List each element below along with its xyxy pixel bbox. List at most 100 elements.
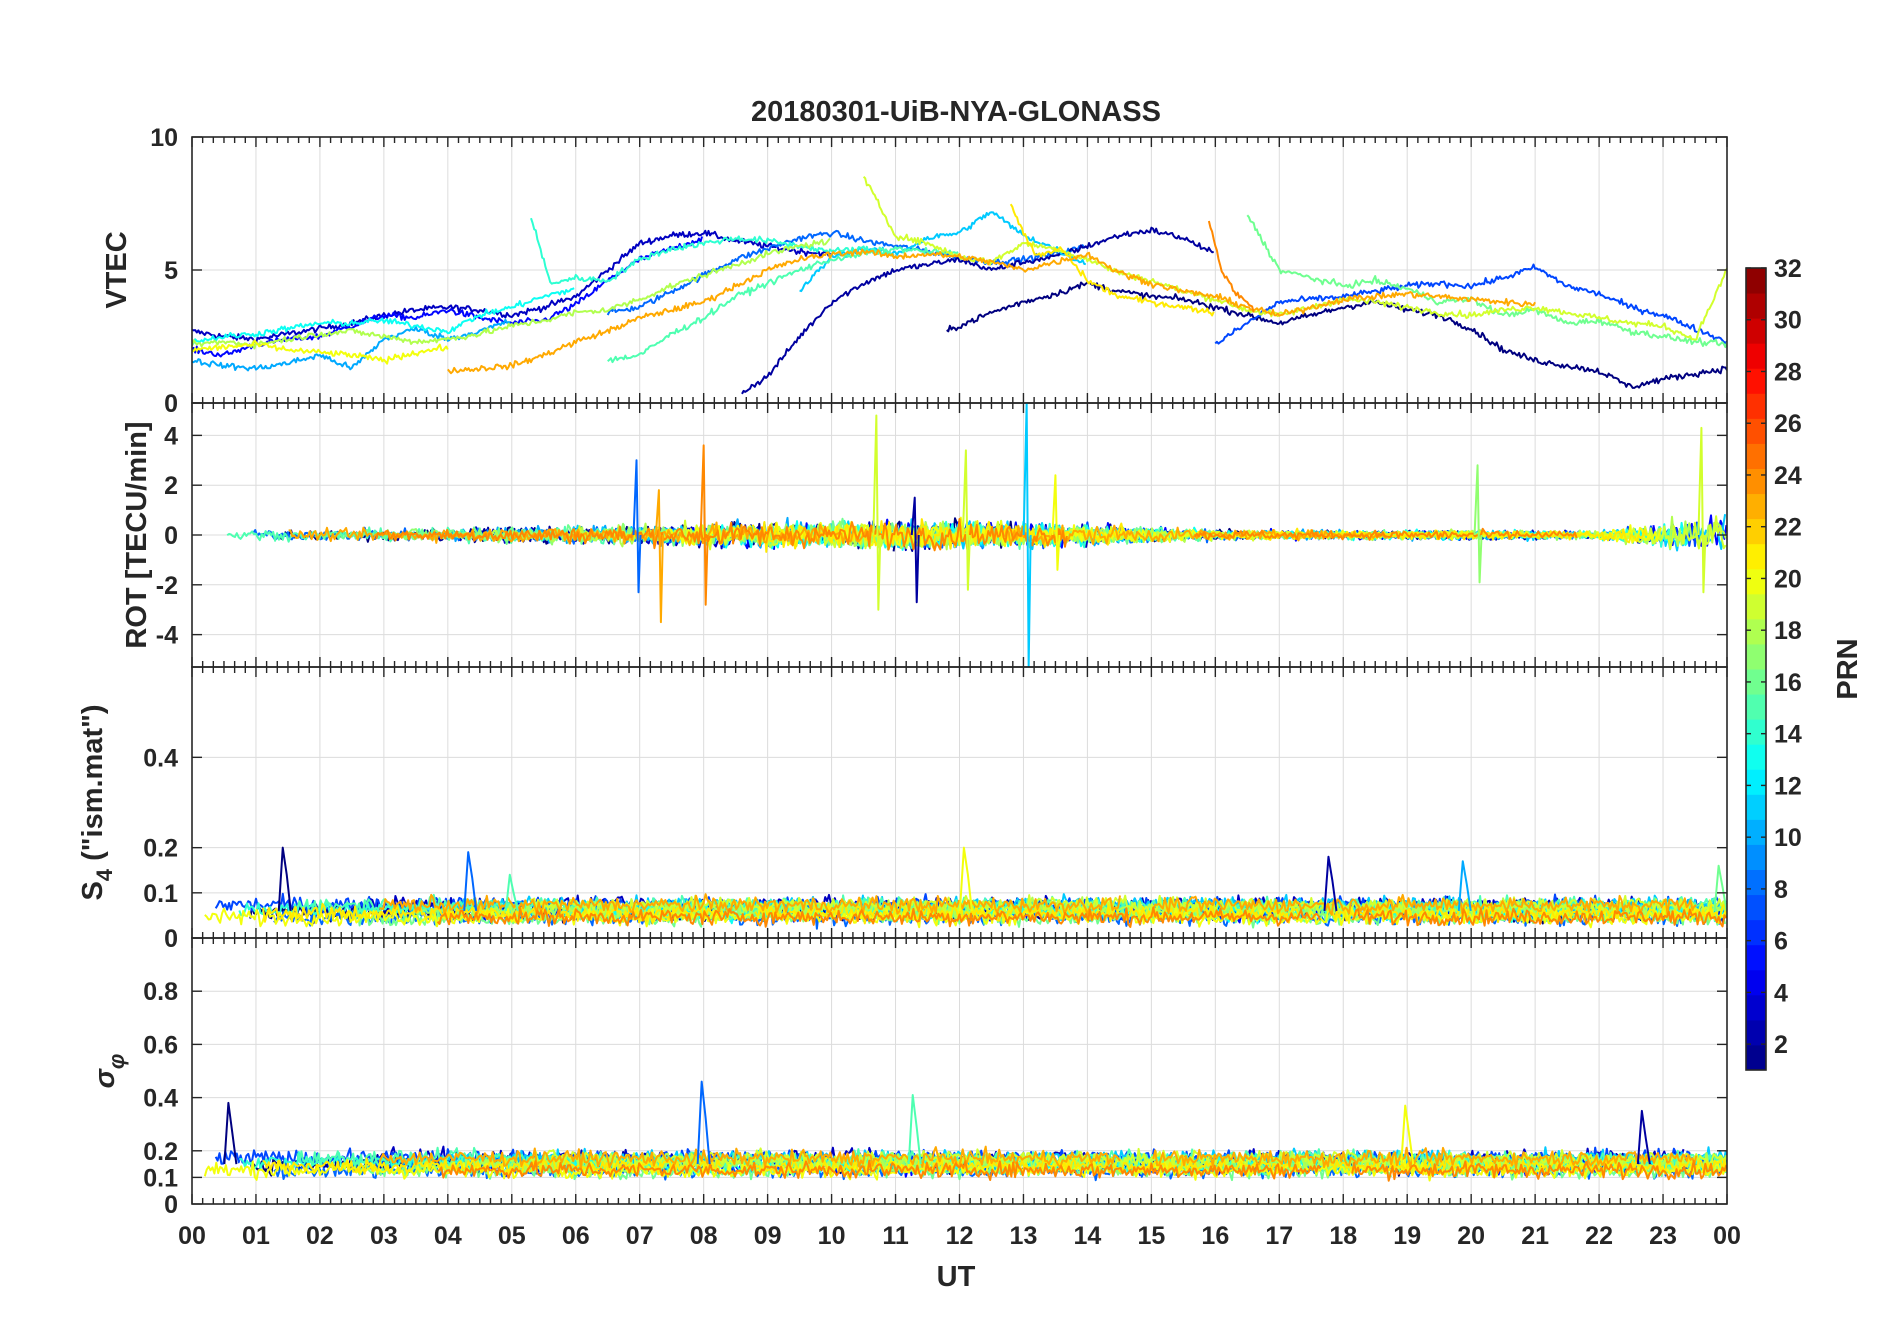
panel-sigma: 00.10.2 0.4 0.6 0.8 σφ	[89, 937, 1728, 1219]
x-tick-label: 00	[1713, 1222, 1741, 1250]
x-tick-label: 08	[690, 1222, 718, 1250]
colorbar-swatch	[1746, 468, 1766, 495]
y-tick-label: 0.2	[143, 1138, 178, 1166]
colorbar-swatch	[1746, 368, 1766, 394]
vtec-series-prn-11	[799, 211, 1086, 293]
panel-vtec: 0 5 10 VTEC	[101, 124, 1728, 418]
y-tick-label: 0.6	[143, 1031, 178, 1059]
y-tick-label: -4	[156, 622, 178, 650]
rot-series-prn-24	[1194, 527, 1578, 541]
y-tick-label: 0	[164, 390, 178, 418]
x-tick-label: 11	[882, 1222, 909, 1250]
x-tick-label: 22	[1585, 1222, 1613, 1250]
colorbar-tick-label: 2	[1774, 1031, 1788, 1059]
colorbar-tick-label: 32	[1774, 255, 1802, 283]
x-tick-label: 19	[1393, 1222, 1421, 1250]
y-tick-label: 4	[164, 422, 178, 450]
x-tick-label: 10	[818, 1222, 846, 1250]
x-tick-label: 14	[1074, 1222, 1102, 1250]
y-tick-label: 5	[164, 257, 178, 285]
y-tick-label: 2	[164, 472, 178, 500]
y-tick-label: 0.4	[143, 744, 178, 772]
vtec-series-prn-7	[1214, 263, 1727, 345]
colorbar-swatch	[1746, 518, 1766, 545]
chart-title: 20180301-UiB-NYA-GLONASS	[751, 96, 1161, 128]
colorbar-swatch	[1746, 568, 1766, 595]
rot-spike	[910, 496, 920, 604]
colorbar-swatch	[1746, 593, 1766, 620]
traces-sigma	[203, 1080, 1727, 1182]
colorbar-swatch	[1746, 869, 1766, 896]
colorbar-tick-label: 30	[1774, 307, 1802, 335]
colorbar-swatch	[1746, 919, 1766, 946]
ticks-s4	[191, 667, 1728, 939]
ticks-sigma	[191, 938, 1728, 1205]
colorbar-swatch	[1746, 794, 1766, 820]
y-axis-label-vtec: VTEC	[101, 231, 133, 308]
rot-spike	[1051, 474, 1061, 571]
x-tick-label: 20	[1457, 1222, 1485, 1250]
vtec-series-prn-15	[607, 246, 959, 364]
y-axis-label-sub: 4	[92, 868, 117, 881]
x-tick-label: 07	[626, 1222, 654, 1250]
colorbar-swatch	[1746, 1019, 1766, 1046]
s4-series-prn-21	[754, 901, 1300, 925]
x-axis-label: UT	[937, 1261, 976, 1293]
x-tick-labels: 00 01 02 03 04 05 06 07 08 09 10 11 12 13 14 15 16 17 18 19…	[178, 1222, 1741, 1250]
rot-spike	[1022, 403, 1032, 667]
colorbar-tick-label: 14	[1774, 721, 1802, 749]
colorbar-swatch	[1746, 643, 1766, 670]
colorbar-tick-label: 4	[1774, 979, 1788, 1007]
sigma-peak	[223, 1101, 238, 1165]
panel-s4: 0 0.1 0.2 0.4 S4 ("ism.mat")	[77, 666, 1728, 953]
colorbar-swatch	[1746, 1044, 1766, 1071]
colorbar-swatch	[1746, 744, 1766, 770]
y-axis-label-s4: S4 ("ism.mat")	[77, 704, 117, 900]
vtec-series-prn-1	[946, 281, 1727, 389]
x-tick-label: 18	[1329, 1222, 1357, 1250]
colorbar-tick-label: 22	[1774, 514, 1802, 542]
y-tick-label: 0.2	[143, 835, 178, 863]
traces-s4	[204, 846, 1727, 930]
x-tick-label: 04	[434, 1222, 462, 1250]
colorbar-swatch	[1746, 543, 1766, 570]
y-tick-label: 0	[164, 925, 178, 953]
sigma-series-prn-23	[1152, 1146, 1698, 1170]
grid-s4	[191, 667, 1728, 939]
x-tick-label: 01	[242, 1222, 270, 1250]
colorbar-swatch	[1746, 493, 1766, 520]
x-tick-label: 05	[498, 1222, 526, 1250]
rot-spike	[1697, 426, 1707, 594]
traces-rot	[226, 403, 1727, 667]
colorbar-tick-label: 16	[1774, 669, 1802, 697]
colorbar-tick-label: 26	[1774, 410, 1802, 438]
colorbar-tick-label: 12	[1774, 772, 1802, 800]
x-tick-label: 15	[1137, 1222, 1165, 1250]
colorbar-swatch	[1746, 293, 1766, 319]
colorbar-swatch	[1746, 393, 1766, 419]
s4-series-prn-24	[1351, 907, 1727, 928]
y-axis-label-sub: φ	[104, 1054, 129, 1069]
sigma-peak	[907, 1093, 922, 1165]
y-axis-label-main: σ	[89, 1067, 121, 1088]
x-tick-label: 17	[1265, 1222, 1293, 1250]
s4-peak	[463, 851, 478, 912]
colorbar-swatch	[1746, 618, 1766, 645]
sigma-peak	[696, 1080, 711, 1165]
y-axis-label-main: S	[77, 881, 109, 900]
grid-vtec	[191, 136, 1728, 404]
y-tick-label: 0.1	[143, 880, 178, 908]
colorbar-swatch	[1746, 844, 1766, 870]
y-tick-label: 10	[150, 124, 178, 152]
s4-peak	[1323, 855, 1338, 912]
colorbar-swatch	[1746, 343, 1766, 369]
rot-spike	[872, 414, 882, 611]
ticks-rot	[191, 403, 1728, 667]
sigma-peak	[1636, 1109, 1651, 1165]
colorbar-swatch	[1746, 443, 1766, 469]
vtec-series-prn-24	[1207, 220, 1255, 313]
vtec-series-prn-16	[1246, 214, 1727, 349]
